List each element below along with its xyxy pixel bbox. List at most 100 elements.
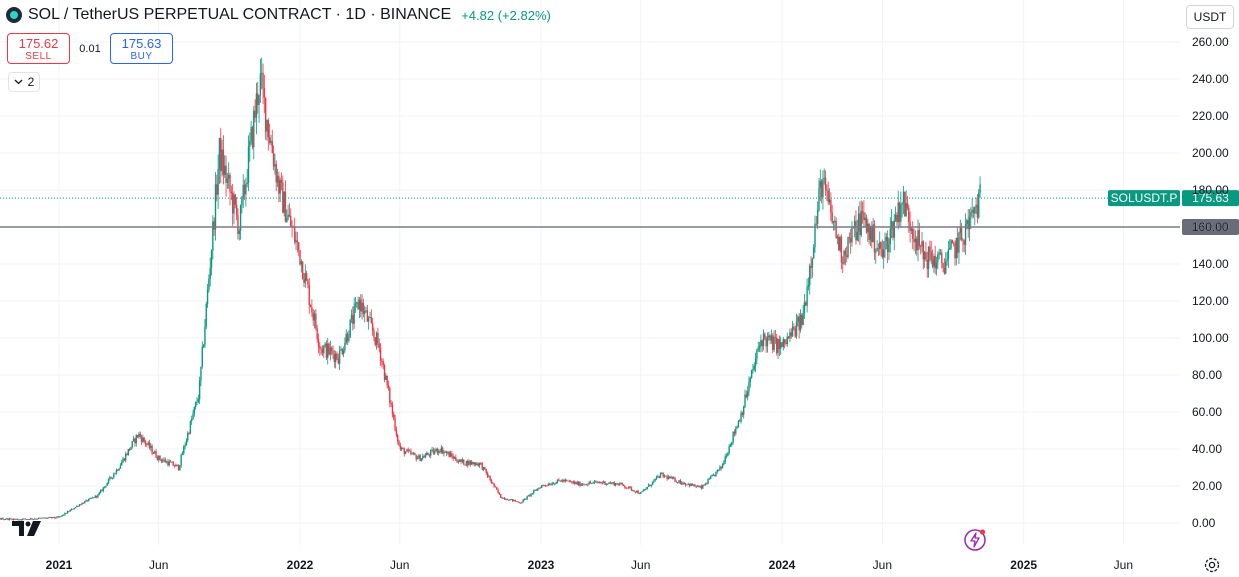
candle-body: [403, 448, 406, 454]
y-tick-label: 200.00: [1192, 146, 1229, 160]
candle-body: [196, 401, 198, 403]
candle-body: [954, 243, 956, 259]
candle-body: [641, 491, 643, 493]
buy-button[interactable]: 175.63 BUY: [110, 33, 173, 64]
candle-body: [357, 302, 359, 310]
candle-body: [21, 518, 24, 520]
candle-body: [33, 518, 36, 520]
candle-body: [171, 461, 173, 463]
candle-body: [735, 428, 737, 434]
candle-body: [923, 251, 926, 260]
candle-body: [523, 498, 526, 500]
candle-body: [346, 333, 349, 341]
candle-body: [378, 343, 380, 348]
candle-body: [665, 475, 667, 477]
symbol-title[interactable]: SOL / TetherUS PERPETUAL CONTRACT · 1D ·…: [28, 6, 452, 23]
candle-body: [785, 342, 787, 344]
flash-icon[interactable]: [963, 527, 987, 551]
candle-body: [47, 517, 49, 519]
candle-body: [482, 467, 485, 470]
candle-body: [643, 489, 646, 491]
candle-body: [128, 448, 131, 450]
gear-icon[interactable]: [1203, 556, 1221, 574]
candle-body: [235, 204, 238, 215]
candle-body: [951, 240, 954, 244]
candle-body: [816, 210, 819, 224]
candle-body: [106, 483, 108, 486]
candle-body: [3, 519, 5, 521]
candle-body: [433, 451, 436, 454]
candle-body: [597, 482, 600, 484]
candle-body: [406, 449, 408, 452]
candle-body: [54, 517, 57, 519]
candle-body: [247, 146, 250, 183]
candle-body: [48, 517, 50, 518]
candle-body: [666, 476, 668, 479]
candle-body: [374, 337, 376, 345]
candle-body: [181, 453, 184, 455]
candle-body: [806, 286, 808, 306]
candle-body: [486, 472, 489, 477]
candle-body: [498, 492, 501, 495]
currency-selector[interactable]: USDT: [1186, 5, 1234, 29]
candle-body: [394, 418, 396, 430]
candle-body: [496, 487, 498, 490]
candle-body: [360, 299, 362, 312]
candle-body: [411, 453, 413, 455]
candle-body: [942, 262, 944, 269]
candle-body: [591, 483, 593, 484]
candle-body: [628, 486, 630, 489]
candle-body: [873, 224, 876, 253]
candle-body: [49, 517, 52, 518]
candle-body: [239, 204, 242, 231]
candle-body: [713, 474, 716, 476]
candle-body: [295, 240, 297, 243]
candle-body: [478, 462, 481, 466]
candle-body: [135, 435, 137, 444]
candle-body: [617, 484, 619, 486]
candle-body: [477, 463, 479, 466]
candle-body: [793, 326, 795, 329]
candle-body: [241, 197, 243, 205]
candle-body: [702, 484, 704, 489]
candle-body: [791, 326, 794, 337]
candle-body: [605, 483, 608, 485]
candle-body: [762, 333, 765, 347]
candle-body: [898, 202, 901, 222]
candle-body: [242, 184, 244, 198]
candle-body: [299, 250, 301, 265]
candle-body: [95, 495, 98, 498]
candle-body: [312, 312, 314, 321]
sell-button[interactable]: 175.62 SELL: [7, 33, 70, 64]
candle-body: [35, 518, 37, 520]
candle-body: [826, 189, 828, 191]
candle-body: [367, 317, 370, 322]
candle-body: [90, 498, 93, 499]
candle-body: [758, 345, 761, 348]
y-tick-label: 140.00: [1192, 257, 1229, 271]
candle-body: [781, 342, 783, 348]
candle-body: [217, 169, 219, 195]
candle-body: [212, 221, 214, 251]
candle-body: [287, 214, 289, 219]
indicators-toggle[interactable]: 2: [8, 72, 40, 92]
candle-body: [815, 223, 818, 225]
candle-body: [389, 388, 391, 403]
candle-body: [629, 486, 631, 488]
candle-body: [534, 490, 536, 491]
candle-body: [674, 477, 676, 482]
candle-body: [70, 508, 73, 510]
candle-body: [164, 459, 167, 463]
candle-body: [906, 203, 909, 208]
candle-body: [552, 483, 555, 485]
candle-body: [872, 224, 874, 243]
candle-body: [64, 512, 66, 515]
candle-body: [846, 255, 848, 258]
candle-body: [154, 451, 156, 454]
candle-body: [41, 517, 44, 519]
candle-body: [879, 242, 881, 249]
candle-body: [827, 190, 829, 203]
candle-body: [365, 310, 367, 312]
candle-body: [640, 492, 642, 494]
